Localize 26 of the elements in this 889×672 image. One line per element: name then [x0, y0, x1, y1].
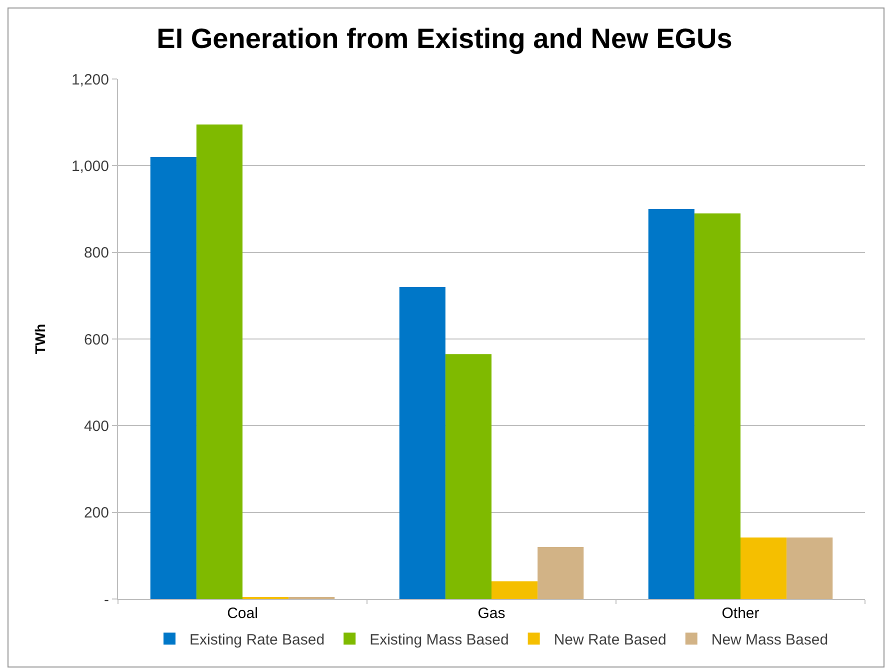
y-tick-label: 600: [84, 331, 109, 348]
y-tick-label: 1,200: [71, 71, 109, 88]
bar: [740, 537, 787, 599]
legend-label: Existing Mass Based: [370, 632, 509, 648]
x-tick-label: Gas: [478, 605, 506, 622]
y-tick-label: 1,000: [71, 158, 109, 175]
chart-title: EI Generation from Existing and New EGUs: [156, 23, 732, 54]
x-tick-label: Other: [722, 605, 760, 622]
y-tick-label: 800: [84, 244, 109, 262]
bar: [150, 157, 196, 599]
bar: [648, 209, 694, 599]
legend-label: New Rate Based: [554, 632, 666, 648]
y-tick-label: -: [104, 591, 109, 608]
bar: [492, 581, 538, 599]
bar: [445, 354, 492, 599]
y-tick-label: 400: [84, 418, 109, 435]
bar: [786, 537, 833, 599]
y-tick-label: 200: [84, 504, 109, 522]
x-tick-label: Coal: [227, 605, 258, 622]
bar: [196, 124, 242, 599]
legend-label: New Mass Based: [711, 632, 828, 648]
bar: [694, 213, 740, 599]
y-axis-title: TWh: [32, 324, 48, 354]
bar: [538, 547, 584, 599]
bar: [399, 287, 446, 599]
legend-label: Existing Rate Based: [190, 632, 325, 648]
